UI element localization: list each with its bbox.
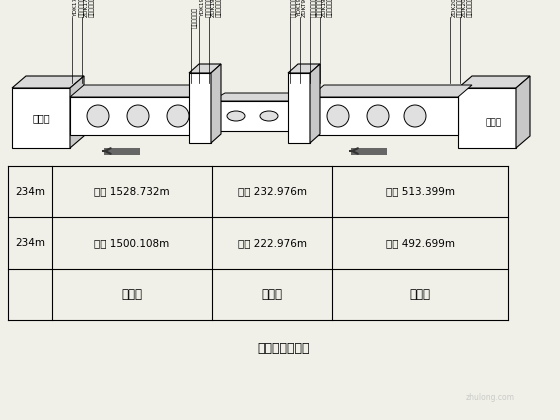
Circle shape [327, 105, 349, 127]
Text: 中间风井接收端面
YDK19+417.027: 中间风井接收端面 YDK19+417.027 [292, 0, 302, 17]
Polygon shape [458, 76, 530, 88]
Polygon shape [516, 76, 530, 148]
Polygon shape [288, 64, 320, 73]
Polygon shape [310, 85, 472, 97]
Text: 竖井始发端面: 竖井始发端面 [193, 7, 198, 28]
Bar [211, 101, 299, 131]
Text: zhulong.com: zhulong.com [465, 394, 515, 402]
Polygon shape [189, 64, 221, 73]
Text: ZDKT9+417.027: ZDKT9+417.027 [301, 0, 306, 17]
Polygon shape [70, 85, 214, 97]
Text: 盾构段: 盾构段 [409, 288, 431, 301]
Text: 蛤地站: 蛤地站 [486, 118, 502, 128]
Text: ZDK17+989.892
区间起点里程: ZDK17+989.892 区间起点里程 [83, 0, 95, 17]
Text: YDK17+989.892
区间起点里程: YDK17+989.892 区间起点里程 [73, 0, 85, 17]
Text: ZDK20+132.699
区间终点里程: ZDK20+132.699 区间终点里程 [451, 0, 463, 17]
Text: ZDK19+650.00
竖井接收端点里程: ZDK19+650.00 竖井接收端点里程 [321, 0, 333, 17]
Polygon shape [211, 64, 221, 143]
Text: ZDK20+163.398
区间终点里程: ZDK20+163.398 区间终点里程 [461, 0, 473, 17]
Circle shape [367, 105, 389, 127]
Text: 竖井接收端面
金山淡水管接点里程: 竖井接收端面 金山淡水管接点里程 [311, 0, 323, 17]
Bar [70, 97, 200, 135]
Polygon shape [211, 93, 313, 101]
Text: ZDK19+398.624.000
中间风井开挖起点里程: ZDK19+398.624.000 中间风井开挖起点里程 [211, 0, 222, 17]
Text: 左线 222.976m: 左线 222.976m [237, 238, 306, 248]
Circle shape [87, 105, 109, 127]
Bar [351, 147, 387, 155]
Circle shape [167, 105, 189, 127]
Bar [288, 73, 310, 143]
Text: 234m: 234m [15, 186, 45, 197]
Text: 左线 232.976m: 左线 232.976m [237, 186, 306, 197]
Polygon shape [310, 64, 320, 143]
Text: YDK19+370.0
竖井始发端点里程: YDK19+370.0 竖井始发端点里程 [200, 0, 212, 17]
Polygon shape [12, 76, 84, 88]
Text: 矿山段: 矿山段 [262, 288, 282, 301]
Bar [189, 73, 211, 143]
Text: 盾构段: 盾构段 [122, 288, 142, 301]
Text: 右线 492.699m: 右线 492.699m [385, 238, 455, 248]
Polygon shape [70, 76, 84, 148]
Circle shape [127, 105, 149, 127]
Bar [12, 88, 70, 148]
Text: 234m: 234m [15, 238, 45, 248]
Ellipse shape [227, 111, 245, 121]
Text: 西平站: 西平站 [32, 113, 50, 123]
Bar [458, 88, 516, 148]
Text: 右线 1500.108m: 右线 1500.108m [95, 238, 170, 248]
Ellipse shape [260, 111, 278, 121]
Circle shape [404, 105, 426, 127]
Text: 左线 1528.732m: 左线 1528.732m [94, 186, 170, 197]
Text: 左线 513.399m: 左线 513.399m [385, 186, 455, 197]
Bar [104, 147, 140, 155]
Bar [310, 97, 458, 135]
Text: 标段工程范围图: 标段工程范围图 [258, 341, 310, 354]
